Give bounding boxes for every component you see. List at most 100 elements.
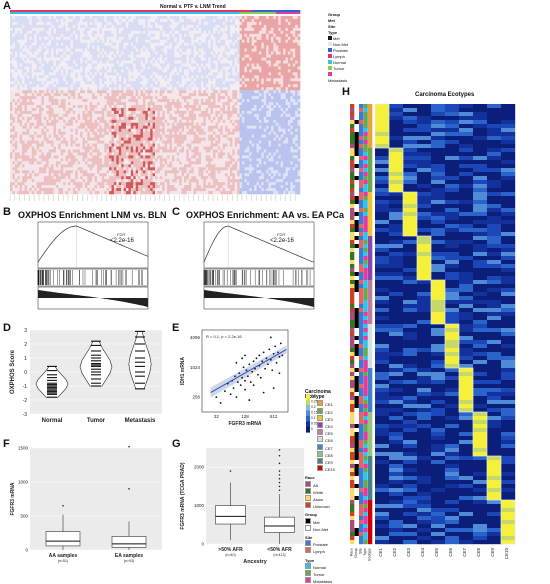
heatmap-cell <box>237 119 240 124</box>
heatmap-cell <box>213 18 216 23</box>
heatmap-cell <box>60 48 64 52</box>
heatmap-cell <box>75 45 78 49</box>
heatmap-cell <box>152 125 156 130</box>
heatmap-cell <box>246 78 250 82</box>
heatmap-cell <box>147 18 151 23</box>
heatmap-cell <box>97 81 100 85</box>
heatmap-cell <box>200 78 204 82</box>
heatmap-cell <box>162 48 165 52</box>
heatmap-cell <box>92 33 95 38</box>
heatmap-cell <box>147 119 151 124</box>
heatmap-cell <box>263 116 267 121</box>
heatmap-cell <box>242 99 245 103</box>
heatmap-cell <box>70 27 74 32</box>
heatmap-cell <box>118 116 122 121</box>
heatmap-cell <box>246 69 250 73</box>
heatmap-cell <box>174 78 178 82</box>
heatmap-cell <box>94 99 98 103</box>
heatmap-cell <box>43 36 47 41</box>
heatmap-cell <box>53 27 57 32</box>
heatmap-cell <box>75 93 78 97</box>
heatmap-cell <box>92 45 95 49</box>
heatmap-cell <box>213 63 216 67</box>
heatmap-cell <box>111 96 115 100</box>
heatmap-cell <box>128 33 132 38</box>
heatmap-cell <box>14 122 18 127</box>
heatmap-cell <box>133 87 136 91</box>
heatmap-cell <box>12 24 16 29</box>
heatmap-cell <box>159 54 163 58</box>
heatmap-cell <box>155 122 158 127</box>
heatmap-cell <box>101 116 105 121</box>
heatmap-cell <box>271 16 274 20</box>
heatmap-cell <box>205 24 209 29</box>
heatmap-cell <box>251 33 255 38</box>
heatmap-cell <box>72 75 76 79</box>
heatmap-cell <box>10 110 13 115</box>
panel-f-letter: F <box>3 438 10 450</box>
heatmap-cell <box>278 51 281 55</box>
heatmap-cell <box>63 125 66 130</box>
heatmap-cell <box>51 54 54 58</box>
heatmap-cell <box>10 48 13 52</box>
heatmap-cell <box>77 42 81 46</box>
heatmap-cell <box>203 78 207 82</box>
heatmap-cell <box>200 128 204 132</box>
heatmap-cell <box>26 18 30 23</box>
heatmap-cell <box>263 90 267 94</box>
heatmap-cell <box>104 48 107 52</box>
heatmap-cell <box>164 63 168 67</box>
heatmap-cell <box>188 45 192 49</box>
heatmap-cell <box>14 107 18 112</box>
heatmap-cell <box>278 90 281 94</box>
heatmap-cell <box>258 78 262 82</box>
heatmap-cell <box>164 131 168 135</box>
heatmap-cell <box>292 113 296 118</box>
heatmap-cell <box>273 113 277 118</box>
heatmap-cell <box>184 63 187 67</box>
heatmap-cell <box>251 36 255 41</box>
heatmap-cell <box>118 24 122 29</box>
heatmap-cell <box>77 81 81 85</box>
annotation-cell <box>273 12 277 14</box>
heatmap-cell <box>48 45 52 49</box>
heatmap-cell <box>213 45 216 49</box>
heatmap-cell <box>17 18 20 23</box>
annotation-cell <box>147 10 151 12</box>
heatmap-cell <box>191 99 194 103</box>
heatmap-cell <box>106 131 110 135</box>
heatmap-cell <box>258 93 262 97</box>
heatmap-cell <box>113 39 117 43</box>
heatmap-cell <box>237 21 240 26</box>
heatmap-cell <box>43 45 47 49</box>
heatmap-cell <box>167 119 170 124</box>
heatmap-cell <box>116 131 120 135</box>
heatmap-cell <box>152 24 156 29</box>
heatmap-cell <box>51 72 54 76</box>
heatmap-cell <box>26 102 30 106</box>
heatmap-cell <box>263 99 267 103</box>
heatmap-cell <box>205 107 209 112</box>
heatmap-cell <box>51 99 54 103</box>
heatmap-cell <box>162 116 165 121</box>
heatmap-cell <box>123 51 127 55</box>
heatmap-cell <box>101 105 105 109</box>
heatmap-cell <box>89 84 93 88</box>
heatmap-cell <box>200 122 204 127</box>
heatmap-cell <box>55 116 59 121</box>
heatmap-cell <box>34 54 37 58</box>
heatmap-cell <box>268 128 272 132</box>
heatmap-cell <box>130 45 134 49</box>
heatmap-cell <box>126 113 129 118</box>
heatmap-cell <box>138 36 141 41</box>
heatmap-cell <box>80 93 83 97</box>
heatmap-cell <box>22 66 25 70</box>
heatmap-cell <box>193 27 197 32</box>
heatmap-cell <box>130 131 134 135</box>
heatmap-cell <box>41 18 45 23</box>
heatmap-cell <box>239 96 243 100</box>
heatmap-cell <box>133 60 136 64</box>
heatmap-cell <box>150 24 153 29</box>
heatmap-cell <box>227 27 231 32</box>
heatmap-cell <box>237 87 240 91</box>
